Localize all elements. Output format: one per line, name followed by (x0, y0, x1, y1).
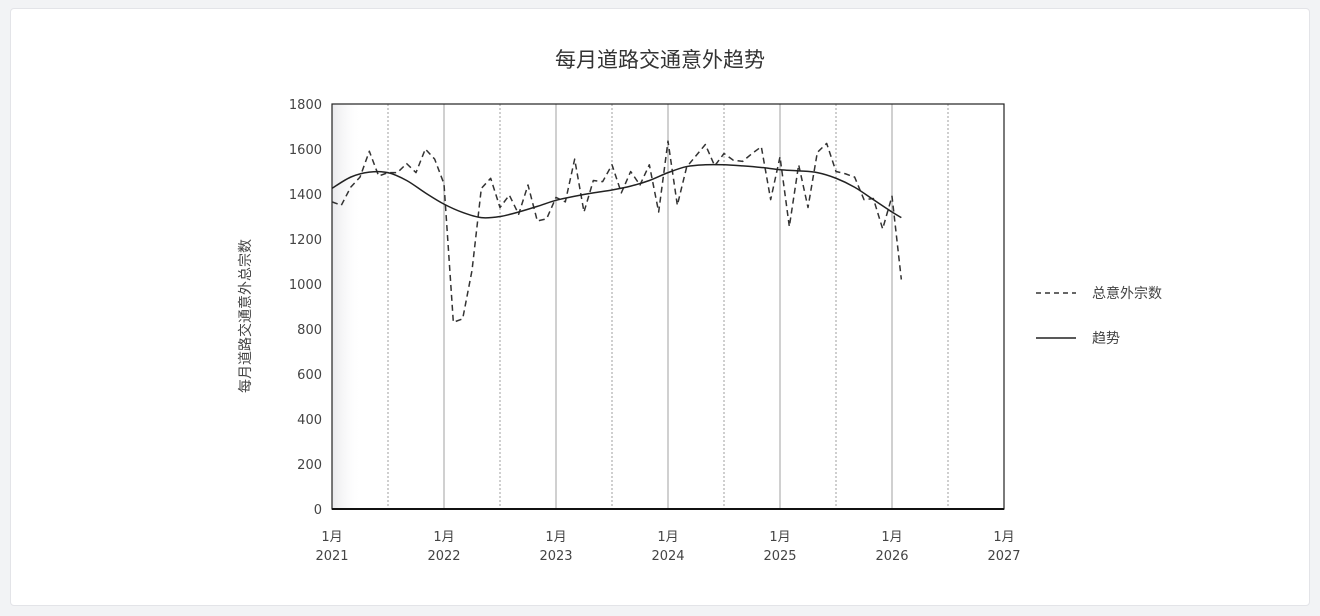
x-tick-year-label: 2023 (539, 549, 572, 564)
x-tick-month-label: 1月 (321, 530, 342, 545)
x-tick-month-label: 1月 (433, 530, 454, 545)
y-tick-label: 0 (314, 503, 322, 518)
solid-line-icon (1036, 337, 1076, 339)
series-line-total (331, 140, 903, 323)
y-tick-label: 1400 (289, 188, 322, 203)
x-tick-year-label: 2026 (875, 549, 908, 564)
y-tick-label: 1000 (289, 278, 322, 293)
chart-card (10, 8, 1310, 606)
chart-title: 每月道路交通意外趋势 (555, 48, 765, 72)
y-tick-label: 1800 (289, 98, 322, 113)
x-tick-month-label: 1月 (769, 530, 790, 545)
x-tick-year-label: 2022 (427, 549, 460, 564)
y-tick-label: 1600 (289, 143, 322, 158)
x-tick-month-label: 1月 (993, 530, 1014, 545)
x-tick-year-label: 2027 (987, 549, 1020, 564)
y-tick-label: 400 (297, 413, 322, 428)
dashed-line-icon (1036, 292, 1076, 294)
legend-label-trend: 趋势 (1092, 331, 1120, 347)
legend-label-total: 总意外宗数 (1092, 286, 1162, 302)
y-tick-label: 200 (297, 458, 322, 473)
x-tick-year-label: 2025 (763, 549, 796, 564)
plot-shade (332, 104, 362, 509)
x-tick-month-label: 1月 (545, 530, 566, 545)
y-tick-label: 1200 (289, 233, 322, 248)
series-line-trend (331, 163, 902, 219)
x-tick-month-label: 1月 (881, 530, 902, 545)
x-tick-year-label: 2024 (651, 549, 684, 564)
y-tick-label: 800 (297, 323, 322, 338)
y-tick-label: 600 (297, 368, 322, 383)
x-tick-year-label: 2021 (315, 549, 348, 564)
x-tick-month-label: 1月 (657, 530, 678, 545)
